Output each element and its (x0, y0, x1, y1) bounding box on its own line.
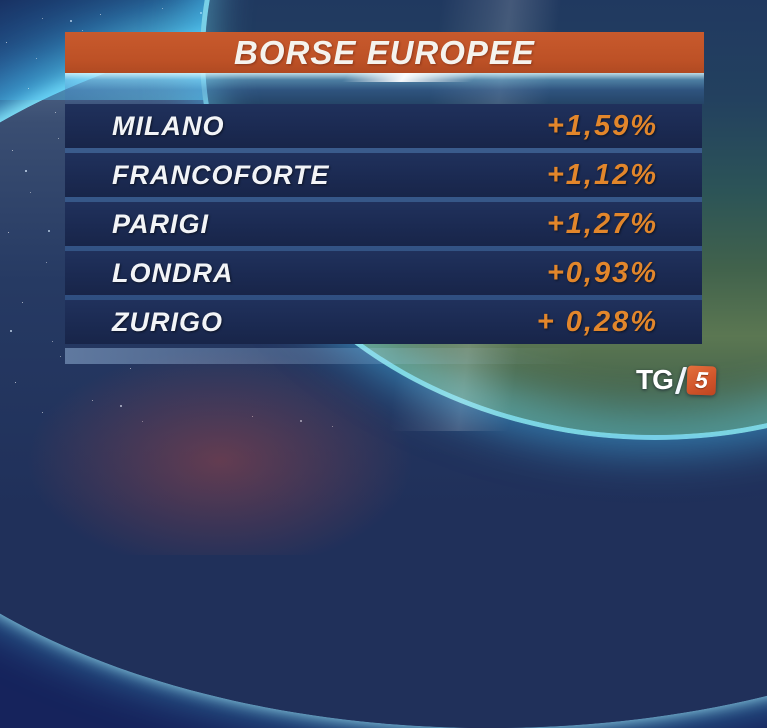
city-label: MILANO (112, 110, 225, 141)
city-label: ZURIGO (112, 306, 223, 337)
flare-streak (341, 73, 479, 82)
table-row: ZURIGO + 0,28% (65, 300, 702, 344)
city-label: LONDRA (112, 257, 234, 288)
header-banner: BORSE EUROPEE (65, 32, 704, 73)
horizon-flare (65, 73, 704, 104)
value-label: +1,12% (546, 158, 658, 191)
red-nebula (20, 345, 420, 555)
logo-network-text: TG (636, 364, 674, 395)
city-label: FRANCOFORTE (112, 159, 330, 190)
table-row: LONDRA +0,93% (65, 251, 702, 295)
table-row: MILANO +1,59% (65, 104, 702, 148)
tg5-logo: TG 5 (636, 364, 717, 396)
logo-channel-box: 5 (686, 365, 717, 395)
under-table-light-strip (65, 348, 585, 364)
value-label: + 0,28% (536, 305, 658, 338)
logo-slash (674, 366, 688, 394)
table-row: PARIGI +1,27% (65, 202, 702, 246)
value-label: +1,27% (546, 207, 658, 240)
table-row: FRANCOFORTE +1,12% (65, 153, 702, 197)
value-label: +0,93% (546, 256, 658, 289)
value-label: +1,59% (546, 109, 658, 142)
logo-channel-number: 5 (694, 366, 709, 393)
markets-table: MILANO +1,59% FRANCOFORTE +1,12% PARIGI … (65, 104, 702, 344)
page-title: BORSE EUROPEE (234, 33, 535, 71)
city-label: PARIGI (112, 208, 210, 239)
